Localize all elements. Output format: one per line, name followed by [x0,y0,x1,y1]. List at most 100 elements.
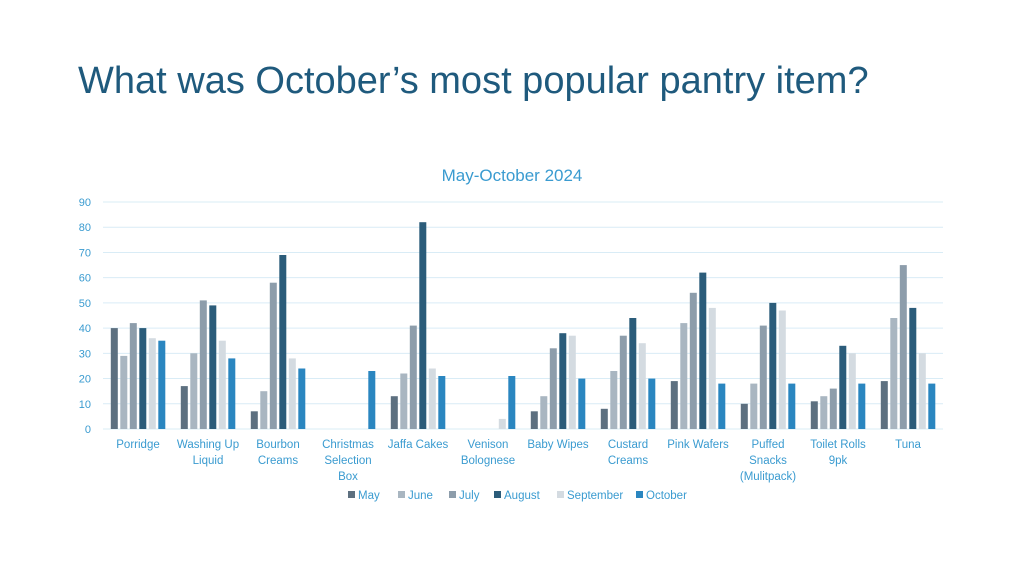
bar-june-9 [750,383,758,429]
bar-august-2 [279,255,287,429]
x-tick-label: Bourbon Creams [256,439,299,467]
bar-may-6 [530,411,538,429]
bar-october-6 [578,378,586,429]
x-tick-label-line: Tuna [895,439,921,451]
bar-october-5 [508,376,516,429]
x-tick-label-line: Baby Wipes [527,439,589,451]
y-tick-label: 60 [79,273,91,285]
bar-september-10 [848,353,856,429]
y-tick-label: 30 [79,348,91,360]
legend-swatch-october [636,491,643,498]
bar-september-11 [918,353,926,429]
bar-june-7 [610,371,618,429]
x-tick-label: Custard Creams [608,439,649,467]
x-tick-label-line: Pink Wafers [667,439,729,451]
x-tick-label-line: Venison [468,439,509,451]
legend-label-july: July [459,490,480,502]
bar-june-0 [120,355,128,429]
bar-august-4 [419,222,427,429]
legend-swatch-july [449,491,456,498]
y-tick-label: 20 [79,374,91,386]
x-tick-label-line: Selection [324,455,371,467]
x-tick-label-line: Jaffa Cakes [388,439,449,451]
bar-august-10 [839,345,847,429]
bar-september-7 [638,343,646,429]
bar-august-0 [139,328,147,429]
x-tick-label-line: (Mulitpack) [740,471,796,483]
bar-may-10 [810,401,818,429]
bar-september-8 [708,307,716,429]
x-tick-label: Baby Wipes [527,439,589,451]
bar-october-3 [368,371,376,429]
bar-august-8 [699,272,707,429]
bar-may-1 [180,386,188,429]
legend-label-august: August [504,490,541,502]
bar-july-8 [689,292,697,429]
bar-may-9 [740,403,748,429]
x-tick-label: Venison Bolognese [461,439,515,467]
bar-october-1 [228,358,236,429]
x-tick-label-line: Puffed [751,439,784,451]
bar-october-2 [298,368,306,429]
bar-june-4 [400,373,408,429]
slide-title: What was October’s most popular pantry i… [78,60,869,102]
bar-june-2 [260,391,268,429]
y-tick-label: 10 [79,399,91,411]
bar-may-4 [390,396,398,429]
bar-september-9 [778,310,786,429]
legend-label-september: September [567,490,623,502]
bar-july-9 [759,325,767,429]
y-tick-label: 80 [79,222,91,234]
legend-swatch-august [494,491,501,498]
bar-july-7 [619,335,627,429]
x-tick-label-line: Toilet Rolls [810,439,866,451]
x-tick-label-line: Porridge [116,439,159,451]
x-tick-label: Jaffa Cakes [388,439,449,451]
x-tick-label-line: Creams [608,455,649,467]
bar-july-4 [409,325,417,429]
y-tick-label: 70 [79,247,91,259]
y-tick-label: 50 [79,298,91,310]
y-tick-label: 40 [79,323,91,335]
bar-july-11 [899,265,907,429]
x-tick-label-line: 9pk [829,455,848,467]
legend-label-may: May [358,490,380,502]
bar-september-4 [428,368,436,429]
bar-october-7 [648,378,656,429]
bar-august-11 [909,307,917,429]
x-tick-label: Christmas Selection Box [322,439,374,483]
bar-june-10 [820,396,828,429]
x-tick-label-line: Christmas [322,439,374,451]
x-tick-label-line: Washing Up [177,439,239,451]
bar-october-4 [438,376,446,429]
bar-october-9 [788,383,796,429]
x-tick-label-line: Custard [608,439,648,451]
x-tick-label-line: Bourbon [256,439,299,451]
bar-september-0 [148,338,156,429]
chart-title: May-October 2024 [442,166,583,185]
bar-october-0 [158,340,166,429]
legend-swatch-june [398,491,405,498]
x-tick-label: Pink Wafers [667,439,729,451]
y-tick-label: 0 [85,424,91,436]
x-tick-label: Tuna [895,439,921,451]
bar-july-0 [129,323,137,429]
x-tick-label: Washing Up Liquid [177,439,239,467]
bar-september-6 [568,335,576,429]
bar-august-7 [629,318,637,429]
bar-august-1 [209,305,217,429]
x-tick-label: Porridge [116,439,159,451]
x-tick-label-line: Liquid [193,455,224,467]
bar-may-8 [670,381,678,429]
bar-july-10 [829,388,837,429]
bar-june-1 [190,353,198,429]
bar-july-2 [269,282,277,429]
x-tick-label: Toilet Rolls 9pk [810,439,866,467]
bar-june-11 [890,318,898,429]
bar-october-8 [718,383,726,429]
y-tick-label: 90 [79,197,91,209]
bar-may-0 [110,328,118,429]
x-tick-label-line: Creams [258,455,299,467]
bar-may-7 [600,408,608,429]
